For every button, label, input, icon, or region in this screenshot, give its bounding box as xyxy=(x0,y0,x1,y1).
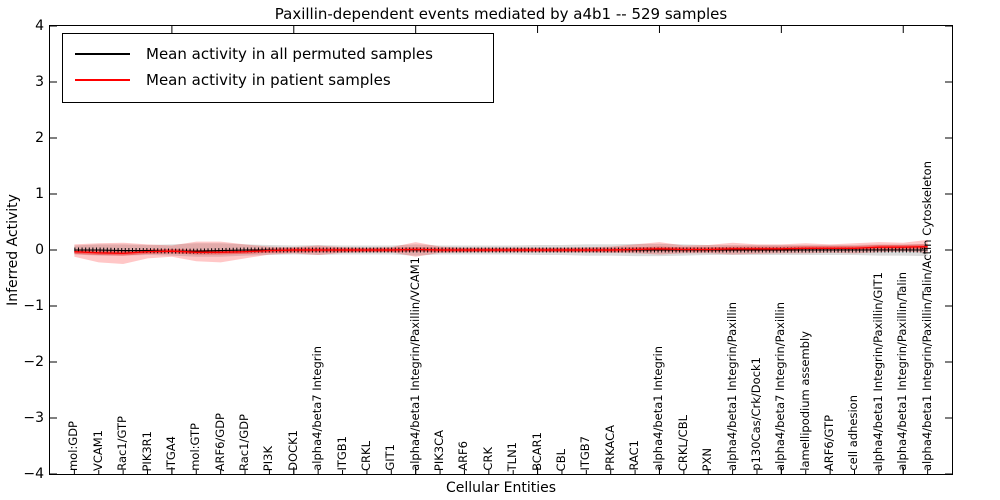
x-tick-label: ITGA4 xyxy=(163,436,178,471)
x-tick-label: Rac1/GDP xyxy=(237,413,252,471)
y-tick-label: −4 xyxy=(23,466,44,482)
x-tick-label: ITGB1 xyxy=(334,436,349,471)
y-tick-label: −1 xyxy=(23,298,44,314)
x-tick-label: VCAM1 xyxy=(90,429,105,471)
x-tick-label: cell adhesion xyxy=(846,395,861,471)
legend-entry-permuted: Mean activity in all permuted samples xyxy=(75,41,433,67)
y-tick-label: −3 xyxy=(23,410,44,426)
x-tick-label: mol:GTP xyxy=(188,423,203,471)
x-tick-label: GIT1 xyxy=(383,444,398,471)
legend-entry-patient: Mean activity in patient samples xyxy=(75,67,433,93)
x-tick-label: CRK xyxy=(480,447,495,471)
x-tick-label: ARF6/GDP xyxy=(212,412,227,471)
legend-label-permuted: Mean activity in all permuted samples xyxy=(146,45,433,63)
x-tick-label: TLN1 xyxy=(505,441,520,471)
x-tick-label: DOCK1 xyxy=(285,430,300,471)
x-tick-label: ARF6 xyxy=(456,441,471,471)
x-tick-label: alpha4/beta1 Integrin/Paxillin/Talin xyxy=(895,272,910,471)
y-tick-label: −2 xyxy=(23,354,44,370)
legend-line-sample-permuted xyxy=(75,53,130,55)
band-patient-samples-range xyxy=(74,239,928,264)
chart-title: Paxillin-dependent events mediated by a4… xyxy=(274,5,728,23)
x-tick-label: p130Cas/Crk/Dock1 xyxy=(748,357,763,471)
x-tick-label: PXN xyxy=(700,447,715,471)
x-tick-label: PRKACA xyxy=(602,425,617,471)
x-tick-label: CBL xyxy=(553,448,568,471)
x-tick-label: PIK3CA xyxy=(432,429,447,471)
x-tick-label: ITGB7 xyxy=(578,436,593,471)
y-tick-label: 1 xyxy=(35,186,44,202)
x-tick-label: BCAR1 xyxy=(529,432,544,471)
x-tick-label: alpha4/beta1 Integrin xyxy=(651,346,666,471)
y-tick-label: 4 xyxy=(35,18,44,34)
x-axis-label: Cellular Entities xyxy=(445,480,557,496)
x-tick-label: alpha4/beta1 Integrin/Paxillin/Talin/Act… xyxy=(919,161,934,471)
line-series-1 xyxy=(74,245,928,255)
y-tick-label: 3 xyxy=(35,74,44,90)
x-tick-label: alpha4/beta1 Integrin/Paxillin/GIT1 xyxy=(870,271,885,471)
x-tick-label: alpha4/beta1 Integrin/Paxillin/VCAM1 xyxy=(407,257,422,471)
x-tick-label: lamellipodium assembly xyxy=(797,331,812,471)
x-tick-label: alpha4/beta7 Integrin xyxy=(310,346,325,471)
y-tick-label: 0 xyxy=(35,242,44,258)
x-tick-label: ARF6/GTP xyxy=(822,414,837,471)
x-tick-label: CRKL xyxy=(358,441,373,471)
legend-line-sample-patient xyxy=(75,79,130,81)
x-tick-label: CRKL/CBL xyxy=(675,414,690,471)
x-tick-label: PIK3R1 xyxy=(139,430,154,472)
x-tick-label: RAC1 xyxy=(627,440,642,471)
x-tick-label: Rac1/GTP xyxy=(115,416,130,471)
x-tick-label: mol:GDP xyxy=(66,420,81,471)
chart-svg xyxy=(50,26,952,474)
plot-area: mol:GDP VCAM1 Rac1/GTP PIK3R1 ITGA4 mol:GTP AR… xyxy=(49,25,953,475)
legend: Mean activity in all permuted samples Me… xyxy=(62,33,494,103)
x-tick-label: alpha4/beta1 Integrin/Paxillin xyxy=(724,302,739,471)
y-tick-label: 2 xyxy=(35,130,44,146)
x-tick-label: alpha4/beta7 Integrin/Paxillin xyxy=(773,302,788,471)
legend-label-patient: Mean activity in patient samples xyxy=(146,71,391,89)
x-tick-label: PI3K xyxy=(261,445,276,471)
